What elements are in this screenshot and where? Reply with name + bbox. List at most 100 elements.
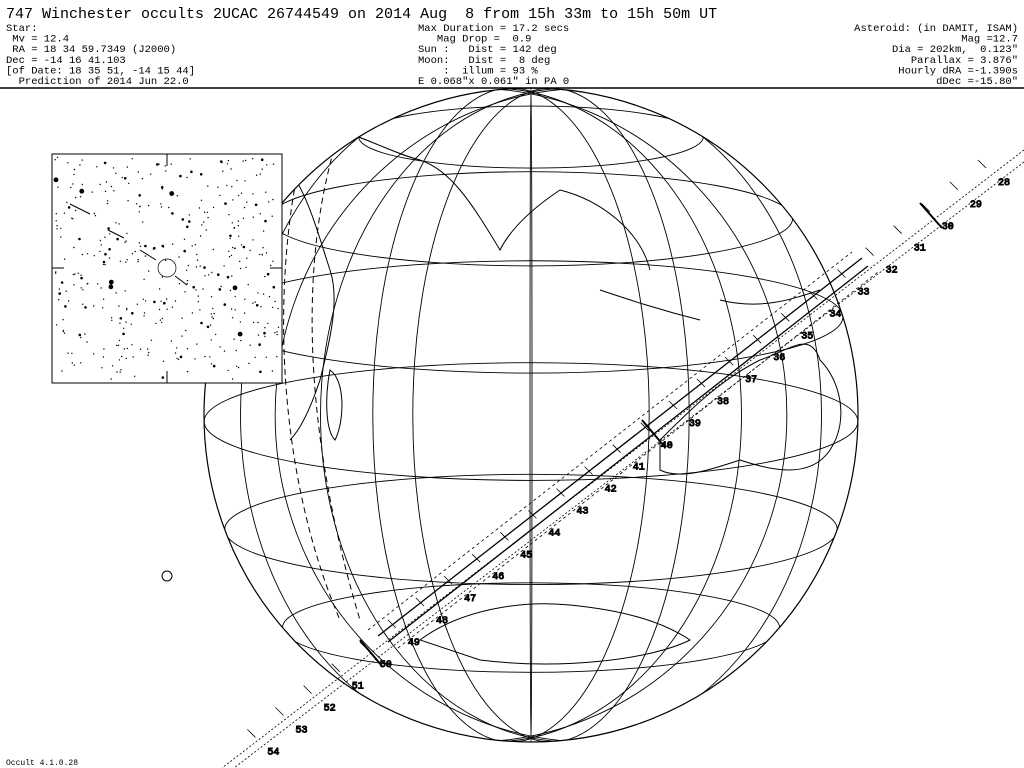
star [74, 273, 76, 275]
track-tick [443, 575, 453, 585]
star [263, 331, 266, 335]
star [217, 273, 220, 277]
star [124, 241, 126, 243]
star [65, 290, 67, 292]
star [252, 193, 254, 195]
star [104, 263, 106, 266]
star [111, 365, 114, 367]
star [104, 252, 107, 256]
star [149, 173, 152, 175]
sun-marker [161, 570, 173, 582]
star [210, 313, 212, 315]
star [207, 216, 209, 219]
star [118, 339, 121, 342]
star [231, 275, 233, 277]
star [228, 214, 230, 216]
time-track: 28 29 30 31 32 33 34 35 36 37 38 39 40 41 42 43 44 45 46 47… [221, 149, 1024, 768]
star [234, 309, 236, 311]
track-tick [977, 159, 987, 169]
star [210, 363, 213, 365]
star [55, 220, 57, 222]
title: 747 Winchester occults 2UCAC 26744549 on… [6, 6, 717, 23]
star [71, 352, 73, 355]
meridian [529, 88, 533, 742]
star [265, 356, 267, 358]
star [264, 275, 266, 278]
star [242, 217, 245, 219]
star-field [53, 156, 280, 380]
star [161, 244, 165, 248]
star [80, 362, 82, 364]
asteroid-info: Hourly dRA =-1.390s [898, 65, 1018, 77]
star [208, 274, 210, 276]
star [252, 158, 254, 160]
meridian [372, 88, 650, 742]
star [204, 355, 206, 358]
track-tick [500, 532, 509, 541]
star [196, 343, 198, 345]
track-minute-label: 45 [520, 550, 532, 561]
track-minute-label: 30 [942, 222, 954, 233]
star [78, 237, 81, 241]
star [79, 196, 82, 198]
star [93, 353, 95, 355]
track-line [221, 149, 1024, 768]
star [220, 285, 222, 288]
star [58, 292, 61, 295]
event-info: Mag Drop = 0.9 [418, 34, 531, 46]
star [80, 276, 83, 280]
star [171, 212, 174, 215]
star [123, 177, 127, 180]
star [197, 295, 199, 297]
footer: Occult 4.1.0.28 [6, 759, 78, 768]
star [178, 256, 180, 258]
star [161, 317, 163, 320]
star [165, 170, 167, 172]
coast-australia [659, 343, 842, 475]
coastlines [289, 127, 842, 665]
chart-crosshair [52, 154, 282, 383]
star [80, 287, 83, 289]
globe [203, 87, 879, 743]
star [125, 261, 127, 263]
star [242, 160, 244, 162]
track-tick [415, 597, 425, 607]
track-tick [865, 247, 874, 256]
star [108, 257, 111, 259]
star [147, 348, 149, 350]
star [110, 185, 113, 188]
star [131, 158, 133, 160]
star [210, 296, 213, 298]
star [262, 293, 265, 295]
star [176, 357, 178, 360]
star [271, 306, 274, 309]
asteroid-info: Mag =12.7 [961, 34, 1018, 46]
star [102, 298, 105, 300]
coast-antarctica [418, 603, 691, 665]
star [229, 237, 231, 240]
star [276, 331, 278, 333]
track-minute-label: 52 [324, 704, 336, 715]
star [138, 211, 140, 213]
path-end-marker [641, 419, 665, 447]
star [122, 332, 125, 336]
star [212, 307, 214, 310]
star [125, 240, 127, 242]
star [60, 236, 62, 238]
star [142, 298, 144, 300]
star [119, 317, 123, 320]
star [272, 260, 274, 262]
track-minute-label: 35 [801, 331, 813, 342]
event-info: E 0.068"x 0.061" in PA 0 [418, 76, 569, 88]
track-minute-label: 43 [577, 507, 589, 518]
star [81, 159, 83, 161]
track-tick [528, 510, 537, 519]
star [230, 308, 233, 310]
star [212, 364, 216, 368]
star [223, 265, 225, 267]
star [126, 166, 128, 168]
star [54, 159, 56, 161]
star [252, 321, 255, 324]
track-minute-label: 40 [661, 441, 673, 452]
track-minute-label: 42 [605, 485, 617, 496]
